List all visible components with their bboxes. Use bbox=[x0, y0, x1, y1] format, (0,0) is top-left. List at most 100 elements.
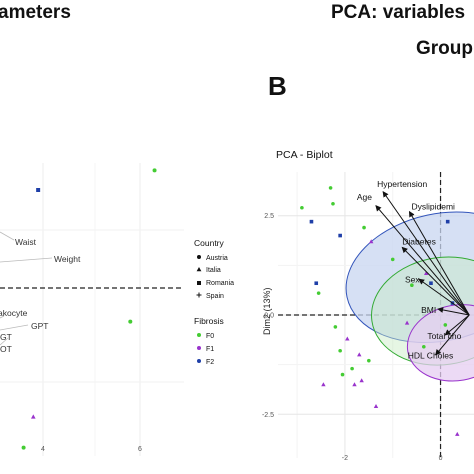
data-point-F0 bbox=[316, 291, 321, 295]
variable-arrow bbox=[401, 246, 470, 316]
legend-spain-cross-icon bbox=[196, 292, 202, 298]
data-point-F0 bbox=[443, 323, 448, 327]
data-point-F1 bbox=[345, 336, 350, 341]
data-point-F0 bbox=[331, 201, 335, 206]
legend-f0-dot-icon bbox=[197, 333, 201, 337]
biplot-x-tick: -2 bbox=[342, 455, 348, 462]
data-point-F2 bbox=[309, 219, 314, 224]
right-panel-subtitle: Group bbox=[416, 38, 473, 59]
data-point-F2 bbox=[314, 281, 319, 286]
left-arrow-ggt bbox=[0, 337, 9, 346]
biplot-x-tick: 0 bbox=[439, 455, 443, 462]
data-point-F0 bbox=[410, 283, 414, 288]
biplot-points-layer bbox=[300, 186, 460, 436]
data-point-F0 bbox=[300, 205, 304, 210]
variable-label: Dyslipidemi bbox=[411, 202, 455, 212]
left-x-tick: 6 bbox=[138, 446, 142, 453]
legend: Country Austria Italia Romania Spain Fib… bbox=[194, 238, 234, 366]
legend-austria-circle-icon bbox=[197, 255, 201, 259]
data-point-F1 bbox=[357, 352, 362, 357]
legend-fibrosis-item: F2 bbox=[206, 359, 214, 366]
biplot-y-tick: 2.5 bbox=[264, 213, 274, 220]
biplot-arrows-layer: Age Hypertension Dyslipidemi Diabetes Sex BMI… bbox=[357, 179, 470, 361]
left-var-label: GT bbox=[0, 332, 12, 342]
data-point-F0 bbox=[328, 186, 333, 190]
variable-label: Sex bbox=[405, 274, 420, 284]
data-point-F1 bbox=[359, 378, 364, 383]
variable-label: Total cho bbox=[427, 331, 461, 341]
data-point-F1 bbox=[404, 320, 410, 325]
data-point-F1 bbox=[31, 414, 36, 419]
variable-label: Hypertension bbox=[377, 179, 427, 189]
variable-arrow bbox=[418, 278, 470, 316]
data-point-F0 bbox=[362, 225, 366, 230]
legend-italia-triangle-icon bbox=[196, 267, 202, 272]
left-var-label: Weight bbox=[54, 254, 81, 264]
biplot-y-tick: -2.5 bbox=[262, 412, 274, 419]
left-arrow-waist bbox=[0, 231, 15, 241]
data-point-F2 bbox=[36, 188, 41, 192]
data-point-F0 bbox=[390, 257, 395, 262]
legend-country-item: Italia bbox=[206, 267, 221, 274]
left-arrow-gpt bbox=[0, 324, 29, 331]
variable-label: Age bbox=[357, 192, 372, 202]
data-point-F1 bbox=[369, 239, 374, 244]
biplot-y-axis-label: Dim2 (13%) bbox=[262, 287, 272, 335]
left-arrow-akocyte bbox=[0, 315, 5, 319]
data-point-F0 bbox=[21, 445, 26, 450]
panel-letter-b: B bbox=[268, 71, 287, 101]
data-point-F1 bbox=[373, 404, 379, 409]
left-var-label: Waist bbox=[15, 237, 37, 247]
data-point-F1 bbox=[352, 382, 357, 387]
legend-country-item: Austria bbox=[206, 255, 228, 262]
left-plot-area bbox=[0, 163, 184, 456]
data-point-F2 bbox=[429, 281, 433, 286]
data-point-F0 bbox=[422, 344, 426, 349]
left-panel-title: ameters bbox=[0, 2, 71, 23]
variable-arrow bbox=[375, 205, 470, 316]
biplot-title: PCA - Biplot bbox=[276, 149, 333, 161]
data-point-F0 bbox=[338, 348, 342, 353]
variable-label: Diabetes bbox=[402, 236, 436, 246]
legend-country-item: Spain bbox=[206, 293, 224, 300]
biplot-y-tick: 0.0 bbox=[264, 313, 274, 320]
ellipse-F1 bbox=[406, 304, 474, 382]
data-point-F1 bbox=[455, 431, 460, 436]
legend-f2-dot-icon bbox=[197, 359, 201, 363]
legend-romania-square-icon bbox=[197, 281, 201, 285]
data-point-F2 bbox=[338, 233, 342, 238]
variable-arrow bbox=[437, 307, 470, 316]
left-arrow-weight bbox=[0, 257, 53, 263]
variable-arrow bbox=[435, 314, 470, 356]
variable-label: BMI bbox=[421, 305, 436, 315]
legend-fibrosis-item: F0 bbox=[206, 333, 214, 340]
data-point-F0 bbox=[152, 168, 157, 173]
left-points-layer bbox=[21, 168, 157, 450]
data-point-F0 bbox=[367, 358, 371, 363]
data-point-F1 bbox=[321, 382, 326, 387]
biplot-panel: PCA - Biplot Dim2 (13%) Age Hypertension D… bbox=[262, 149, 474, 462]
left-scatter-panel: Waist Weight akocyte GPT GT OT 4 6 bbox=[0, 163, 184, 456]
data-point-F0 bbox=[350, 366, 354, 371]
data-point-F0 bbox=[128, 319, 133, 324]
biplot-ticks-layer: 2.5 0.0 -2.5 -2 0 bbox=[262, 213, 443, 462]
data-point-F1 bbox=[423, 270, 429, 275]
legend-fibrosis-item: F1 bbox=[206, 346, 214, 353]
variable-arrow bbox=[382, 191, 470, 316]
data-point-F0 bbox=[340, 372, 345, 377]
right-panel-title: PCA: variables bbox=[331, 2, 465, 23]
legend-fibrosis-title: Fibrosis bbox=[194, 316, 224, 326]
variable-arrow bbox=[408, 210, 470, 316]
legend-country-title: Country bbox=[194, 238, 225, 248]
left-var-label: akocyte bbox=[0, 308, 28, 318]
left-var-label: GPT bbox=[31, 321, 48, 331]
data-point-F0 bbox=[333, 325, 338, 329]
left-x-tick: 4 bbox=[41, 446, 45, 453]
legend-country-item: Romania bbox=[206, 280, 234, 287]
left-var-label: OT bbox=[0, 344, 12, 354]
variable-label: HDL Choles bbox=[408, 351, 454, 361]
legend-f1-dot-icon bbox=[197, 346, 201, 350]
variable-arrow bbox=[444, 314, 470, 336]
data-point-F2 bbox=[445, 219, 450, 224]
